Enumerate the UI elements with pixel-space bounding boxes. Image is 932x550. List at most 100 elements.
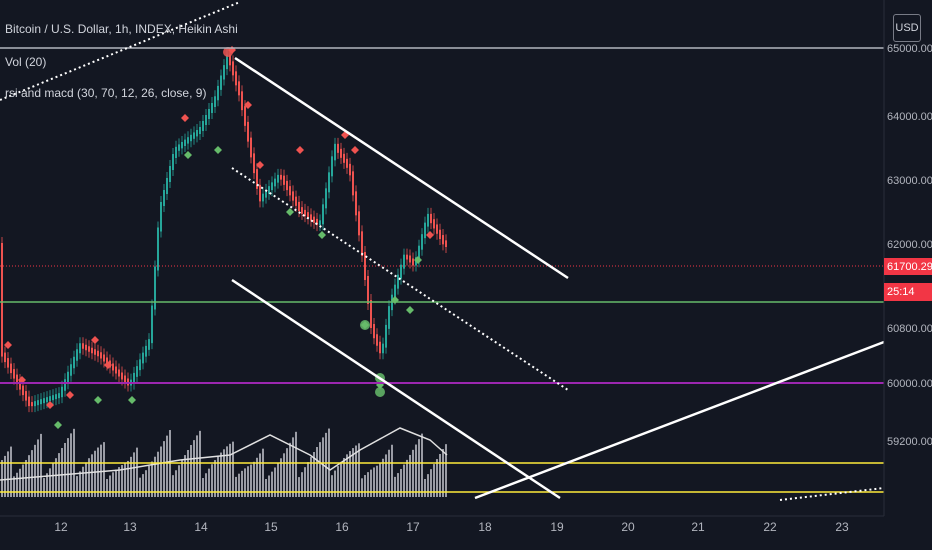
candle — [220, 75, 222, 90]
channel-mid-dotted-line[interactable] — [231, 167, 569, 391]
candle — [277, 174, 279, 183]
candle — [175, 146, 177, 158]
candle — [13, 369, 15, 379]
candle — [25, 391, 27, 401]
volume-bar — [235, 476, 237, 497]
candle — [442, 235, 444, 245]
volume-ma-line — [0, 427, 448, 481]
volume-bar — [1, 460, 3, 497]
volume-bar — [307, 462, 309, 497]
dotted-trend-line-top[interactable] — [0, 1, 241, 101]
candle — [295, 196, 297, 206]
buy-signal-marker — [54, 421, 62, 429]
candle — [235, 71, 237, 86]
volume-bar — [76, 476, 78, 497]
candle — [244, 106, 246, 126]
volume-bar — [106, 479, 108, 497]
countdown-label: 25:14 — [884, 283, 932, 301]
candle — [259, 184, 261, 202]
candle — [46, 397, 48, 403]
volume-bar — [298, 477, 300, 497]
candle — [28, 396, 30, 407]
candle — [145, 345, 147, 357]
signal-dot — [375, 387, 385, 397]
volume-bar — [418, 439, 420, 497]
candle — [88, 346, 90, 352]
indicator-legend[interactable]: rsi and macd (30, 70, 12, 26, close, 9) — [5, 86, 207, 100]
candle — [373, 324, 375, 339]
volume-bar — [340, 461, 342, 497]
price-tick-label: 59200.00 — [887, 436, 932, 448]
volume-bar — [289, 442, 291, 497]
volume-bar — [271, 471, 273, 497]
volume-bar — [421, 433, 423, 497]
volume-bar — [85, 462, 87, 497]
candle — [49, 396, 51, 402]
volume-bar — [130, 456, 132, 497]
sell-signal-marker — [181, 114, 189, 122]
candle — [325, 188, 327, 209]
candle — [184, 139, 186, 146]
signal-dot — [360, 320, 370, 330]
dotted-trend-line-bottom[interactable] — [779, 487, 885, 501]
symbol-legend[interactable]: Bitcoin / U.S. Dollar, 1h, INDEX, Heikin… — [5, 22, 238, 36]
volume-bar — [88, 458, 90, 497]
candle — [355, 191, 357, 216]
volume-bar — [10, 446, 12, 497]
price-tick-label: 63000.00 — [887, 175, 932, 187]
volume-bar — [154, 456, 156, 497]
candle — [211, 103, 213, 113]
candle — [427, 213, 429, 227]
candle — [379, 341, 381, 354]
candle — [181, 142, 183, 149]
candle — [247, 121, 249, 142]
currency-button[interactable]: USD — [893, 14, 921, 42]
time-tick-label: 22 — [763, 520, 777, 534]
candle — [241, 91, 243, 111]
channel-upper-line[interactable] — [234, 56, 569, 280]
volume-bar — [31, 450, 33, 497]
candles — [1, 48, 447, 413]
candle — [31, 402, 33, 407]
candle — [70, 364, 72, 376]
candle — [298, 201, 300, 212]
sell-signal-marker — [91, 336, 99, 344]
candle — [358, 211, 360, 236]
channel-lower-line[interactable] — [231, 278, 561, 500]
candle — [346, 158, 348, 168]
buy-signal-marker — [214, 146, 222, 154]
current-price-label: 61700.29 — [884, 258, 932, 275]
candle — [382, 343, 384, 354]
volume-bar — [16, 472, 18, 497]
time-tick-label: 20 — [621, 520, 635, 534]
sell-signal-marker — [426, 231, 434, 239]
candle — [331, 156, 333, 177]
candle — [253, 153, 255, 174]
candle — [61, 386, 63, 398]
volume-bar — [166, 435, 168, 497]
candle — [190, 134, 192, 142]
volume-bar — [103, 442, 105, 497]
sell-signal-marker — [4, 341, 12, 349]
candle — [103, 354, 105, 362]
volume-bar — [403, 464, 405, 497]
time-tick-label: 21 — [691, 520, 705, 534]
volume-legend[interactable]: Vol (20) — [5, 55, 47, 69]
volume-bar — [358, 443, 360, 497]
candle — [343, 153, 345, 163]
volume-bar — [40, 433, 42, 497]
candle — [16, 374, 18, 385]
volume-bar — [367, 472, 369, 497]
candle — [256, 169, 258, 189]
candle — [406, 254, 408, 260]
volume-bar — [385, 454, 387, 497]
rising-trend-line[interactable] — [474, 340, 885, 500]
volume-bar — [202, 478, 204, 497]
time-axis[interactable] — [0, 516, 932, 550]
candle — [322, 204, 324, 225]
candle — [232, 61, 234, 76]
candle — [286, 180, 288, 191]
buy-signal-marker — [184, 151, 192, 159]
candle — [115, 366, 117, 374]
